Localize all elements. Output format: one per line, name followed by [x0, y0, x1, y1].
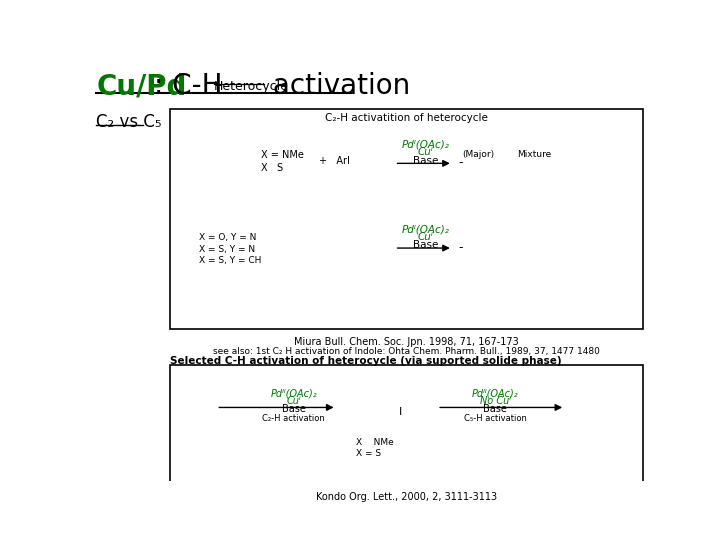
- Text: No Cuᴵ: No Cuᴵ: [480, 396, 510, 406]
- Text: C₂-H activation: C₂-H activation: [263, 414, 325, 423]
- Text: Cu/Pd: Cu/Pd: [96, 72, 186, 100]
- Text: +   ArI: + ArI: [319, 157, 349, 166]
- Bar: [170, 365, 644, 484]
- Text: C₂-H activatition of heterocycle: C₂-H activatition of heterocycle: [325, 113, 488, 123]
- Text: X    NMe
X = S: X NMe X = S: [356, 438, 394, 458]
- Text: C₂ vs C₅: C₂ vs C₅: [96, 112, 162, 131]
- Text: Cuᴵ: Cuᴵ: [418, 232, 433, 242]
- Bar: [170, 110, 644, 329]
- Text: Pdᴵᴵ(OAc)₂: Pdᴵᴵ(OAc)₂: [271, 388, 317, 398]
- Text: Pdᴵ(OAc)₂: Pdᴵ(OAc)₂: [402, 224, 449, 234]
- Text: Cuᴵ: Cuᴵ: [418, 147, 433, 157]
- Text: Kondo Org. Lett., 2000, 2, 3111-3113: Kondo Org. Lett., 2000, 2, 3111-3113: [316, 492, 497, 502]
- Text: X = NMe
X   S: X = NMe X S: [261, 150, 304, 173]
- Text: Heterocycle: Heterocycle: [214, 80, 289, 93]
- Text: Base: Base: [413, 156, 438, 166]
- Text: C₅-H activation: C₅-H activation: [464, 414, 527, 423]
- Text: Pdᴵᴵ(OAc)₂: Pdᴵᴵ(OAc)₂: [472, 388, 518, 398]
- Text: Base: Base: [282, 403, 306, 414]
- Text: Pdᴵ(OAc)₂: Pdᴵ(OAc)₂: [402, 139, 449, 150]
- Text: I: I: [399, 408, 402, 417]
- Text: X = O, Y = N
X = S, Y = N
X = S, Y = CH: X = O, Y = N X = S, Y = N X = S, Y = CH: [199, 233, 261, 265]
- Text: : C-H: : C-H: [154, 72, 222, 100]
- Text: Miura Bull. Chem. Soc. Jpn. 1998, 71, 167-173: Miura Bull. Chem. Soc. Jpn. 1998, 71, 16…: [294, 336, 519, 347]
- Text: Cuᴵ: Cuᴵ: [287, 396, 301, 406]
- Text: Selected C-H activation of heterocycle (via suported solide phase): Selected C-H activation of heterocycle (…: [170, 356, 562, 366]
- Text: -: -: [458, 241, 463, 254]
- Text: Base: Base: [413, 240, 438, 251]
- Text: activation: activation: [264, 72, 410, 100]
- Text: see also: 1st C₂ H activation of Indole: Ohta Chem. Pharm. Bull., 1989, 37, 1477: see also: 1st C₂ H activation of Indole:…: [213, 347, 600, 356]
- Text: Base: Base: [483, 403, 508, 414]
- Text: (Major): (Major): [462, 150, 495, 159]
- Text: -: -: [458, 157, 463, 170]
- Text: Mixture: Mixture: [517, 150, 552, 159]
